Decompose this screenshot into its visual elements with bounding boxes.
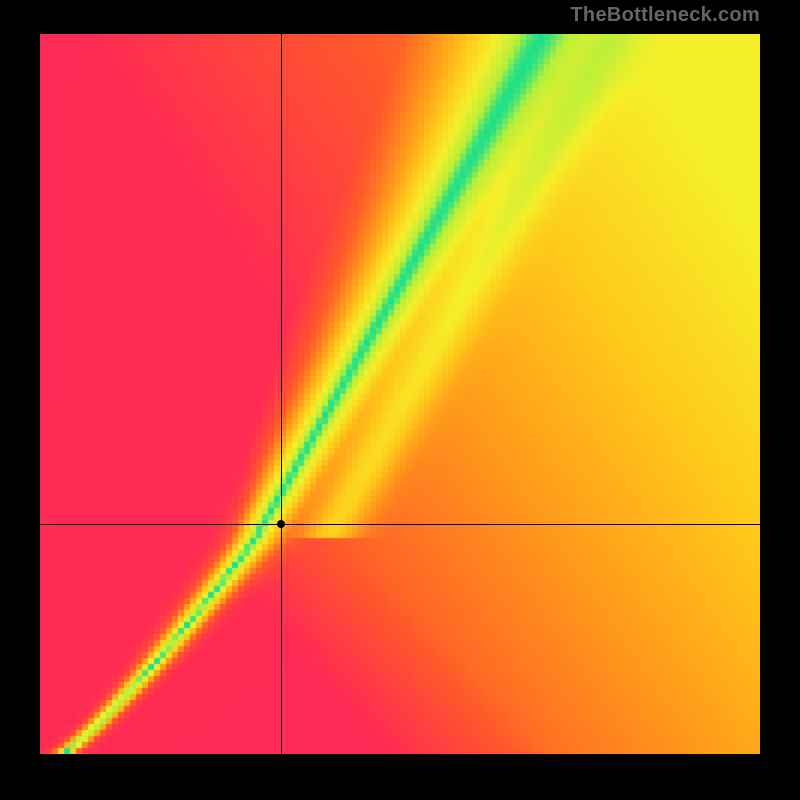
watermark-text: TheBottleneck.com xyxy=(570,4,760,27)
bottleneck-heatmap xyxy=(40,34,760,754)
plot-area xyxy=(40,34,760,754)
chart-container: TheBottleneck.com xyxy=(0,0,800,800)
